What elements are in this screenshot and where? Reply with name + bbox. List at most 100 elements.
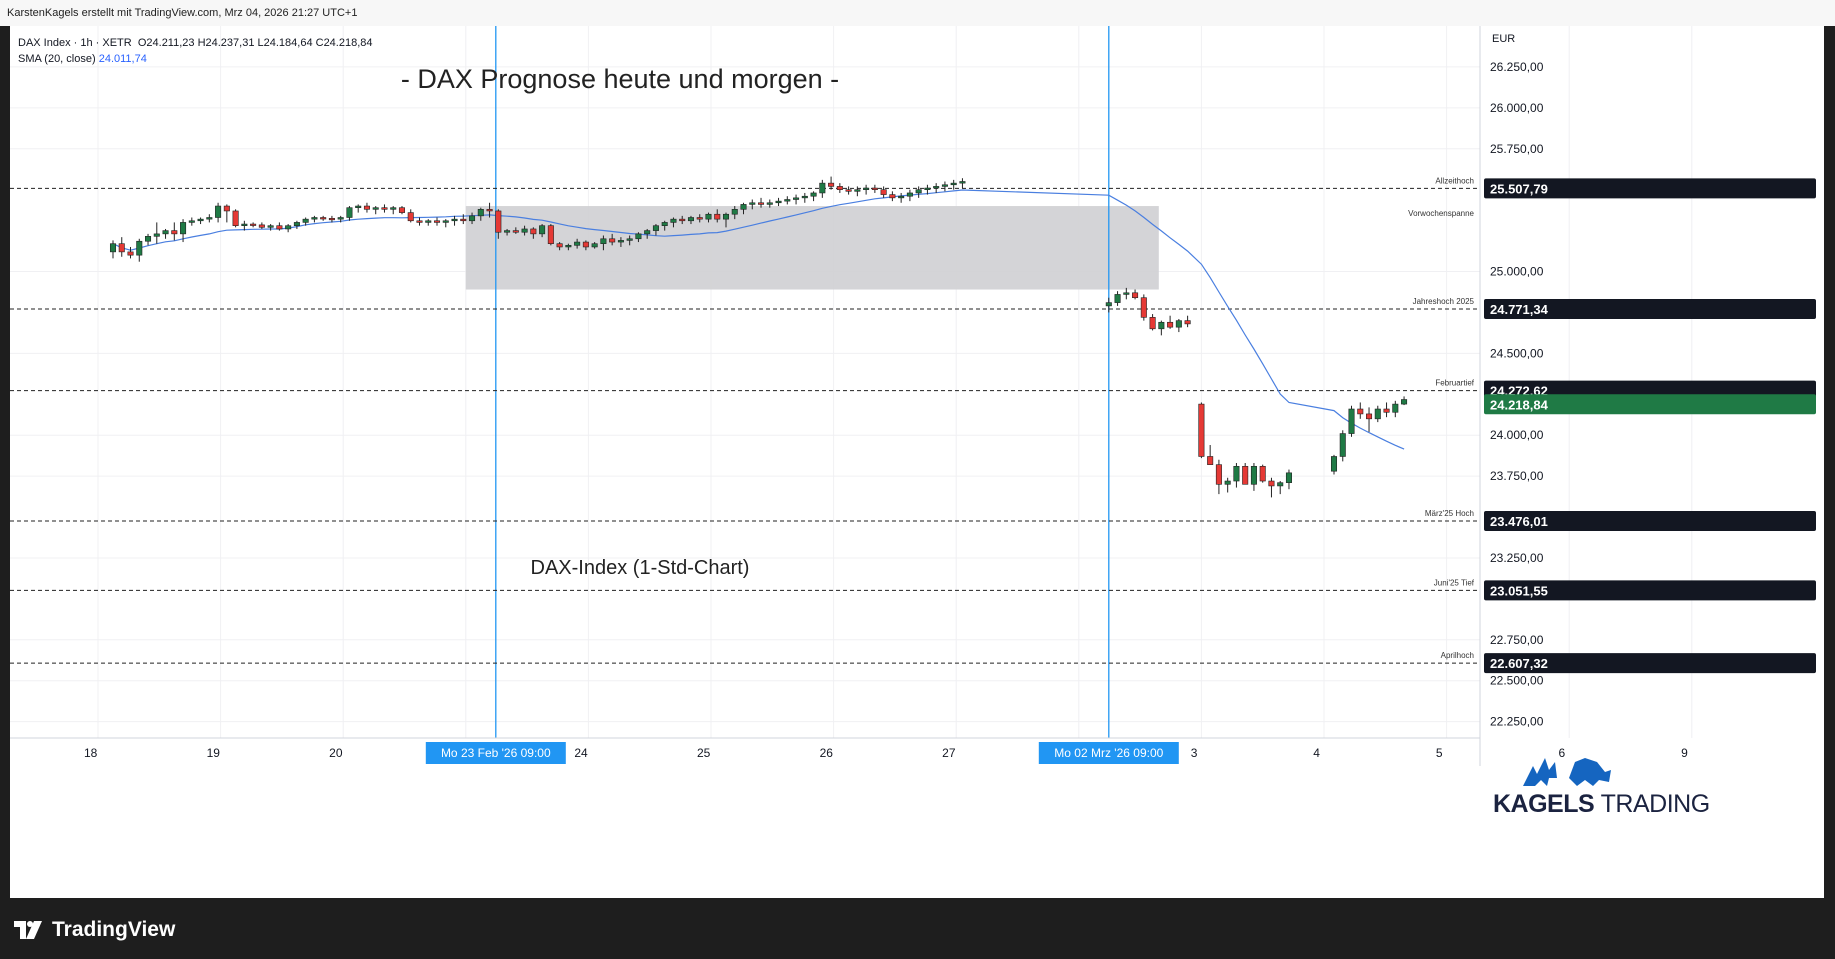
price-tick-label: 23.750,00 — [1490, 469, 1544, 483]
candle-body — [582, 241, 589, 248]
level-price-label: 22.607,32 — [1490, 656, 1548, 671]
time-tick-label: 9 — [1681, 746, 1688, 760]
candle-body — [153, 233, 160, 237]
candle-body — [609, 238, 616, 243]
level-name: Aprilhoch — [1441, 651, 1474, 660]
level-lines: Allzeithoch Jahreshoch 2025 Februartief Mär… — [10, 176, 1480, 664]
candle-body — [687, 217, 694, 222]
candle-body — [565, 245, 572, 248]
candle-body — [109, 243, 117, 253]
candle-body — [451, 218, 458, 222]
brand-name: KAGELS TRADING — [1493, 790, 1710, 819]
level-price-label-bg — [1484, 178, 1816, 199]
level-name: Februartief — [1435, 379, 1474, 388]
price-tick-label: 24.000,00 — [1490, 428, 1544, 442]
price-tick-label: 23.250,00 — [1490, 551, 1544, 565]
candle-body — [758, 202, 765, 205]
candle-body — [250, 223, 257, 226]
brand-watermark: KAGELS TRADING — [1493, 748, 1710, 818]
level-price-label: 25.507,79 — [1490, 181, 1548, 196]
time-tick-label: 20 — [329, 746, 343, 760]
chart-frame[interactable]: Vorwochenspanne Allzeithoch Jahreshoch 20… — [10, 26, 1824, 898]
candle-body — [1167, 321, 1174, 328]
candle-body — [512, 230, 519, 233]
candle-body — [810, 192, 817, 197]
time-axis[interactable]: 18 19 20 Mo 23 Feb '26 09:00 24 25 26 27 Mo 02 M… — [10, 737, 1688, 764]
level-price-label-bg — [1484, 298, 1816, 319]
candle-body — [1392, 403, 1399, 413]
candle-body — [591, 243, 598, 248]
legend-symbol-row[interactable]: DAX Index · 1h · XETR O24.211,23 H24.237… — [18, 35, 373, 51]
current-price-label: 24.218,84 — [1490, 397, 1549, 412]
price-tick-label: 26.000,00 — [1490, 101, 1544, 115]
candle-body — [626, 238, 633, 241]
legend-sma-row[interactable]: SMA (20, close) 24.011,74 — [18, 51, 373, 67]
level-name: Jahreshoch 2025 — [1413, 297, 1475, 306]
currency-label: EUR — [1492, 33, 1515, 45]
level-name: Juni'25 Tief — [1434, 578, 1475, 587]
candle-body — [372, 207, 379, 210]
candle-body — [1224, 480, 1231, 485]
bull-bear-icon — [1523, 758, 1611, 786]
candlestick-chart[interactable]: Vorwochenspanne Allzeithoch Jahreshoch 20… — [10, 26, 1824, 898]
price-tick-label: 25.000,00 — [1490, 265, 1544, 279]
chart-title: - DAX Prognose heute und morgen - — [401, 64, 839, 94]
candle-body — [950, 182, 957, 186]
candle-body — [784, 199, 791, 202]
candle-body — [197, 218, 204, 222]
sma-layer — [112, 189, 1405, 450]
candle-body — [171, 230, 178, 235]
chart-credit: KarstenKagels erstellt mit TradingView.c… — [7, 7, 358, 19]
candle-body — [530, 228, 537, 235]
chart-subtitle: DAX-Index (1-Std-Chart) — [531, 557, 750, 579]
candle-body — [363, 205, 370, 210]
candle-body — [661, 222, 668, 226]
candle-body — [556, 243, 563, 248]
candle-body — [1401, 399, 1408, 405]
candle-body — [854, 189, 861, 192]
level-price-label: 24.771,34 — [1490, 302, 1549, 317]
candle-body — [398, 207, 406, 213]
candle-body — [433, 220, 441, 223]
candle-body — [1383, 408, 1390, 413]
candle-body — [258, 224, 265, 228]
candle-body — [223, 205, 230, 212]
candle-body — [346, 207, 353, 218]
candle-body — [1158, 321, 1165, 330]
price-axis[interactable]: EUR 26.250,00 26.000,00 25.750,00 25.000,00 2… — [1479, 26, 1816, 766]
candle-body — [722, 213, 730, 220]
time-tick-label: 5 — [1436, 746, 1443, 760]
time-tick-label: 3 — [1191, 746, 1198, 760]
candle-body — [941, 184, 948, 187]
range-zone — [465, 206, 1159, 290]
candle-body — [1259, 465, 1266, 482]
zone-layer: Vorwochenspanne — [465, 206, 1475, 290]
candle-body — [898, 195, 905, 199]
candle-body — [407, 212, 414, 222]
candle-body — [241, 223, 248, 226]
candle-body — [801, 195, 808, 199]
candle-body — [162, 230, 169, 235]
time-tick-label: 6 — [1559, 746, 1566, 760]
brand-name-regular: TRADING — [1600, 790, 1711, 818]
candle-body — [1277, 482, 1284, 487]
candle-body — [819, 182, 826, 194]
candle-body — [749, 202, 756, 205]
candle-body — [1175, 320, 1182, 328]
candle-body — [486, 209, 493, 212]
footer — [0, 898, 1835, 959]
price-tick-label: 22.500,00 — [1490, 674, 1544, 688]
candle-body — [469, 215, 476, 222]
candle-body — [206, 217, 213, 220]
candle-body — [845, 189, 852, 192]
candle-body — [871, 187, 878, 190]
candle-body — [293, 222, 300, 226]
candle-body — [188, 220, 195, 223]
tradingview-logo[interactable]: TradingView — [14, 918, 175, 942]
candle-body — [539, 225, 546, 235]
candle-body — [390, 207, 397, 210]
time-tick-label: 25 — [697, 746, 711, 760]
candle-body — [337, 217, 344, 220]
time-tick-label: Mo 02 Mrz '26 09:00 — [1054, 746, 1163, 760]
current-price-label-bg — [1484, 394, 1816, 415]
